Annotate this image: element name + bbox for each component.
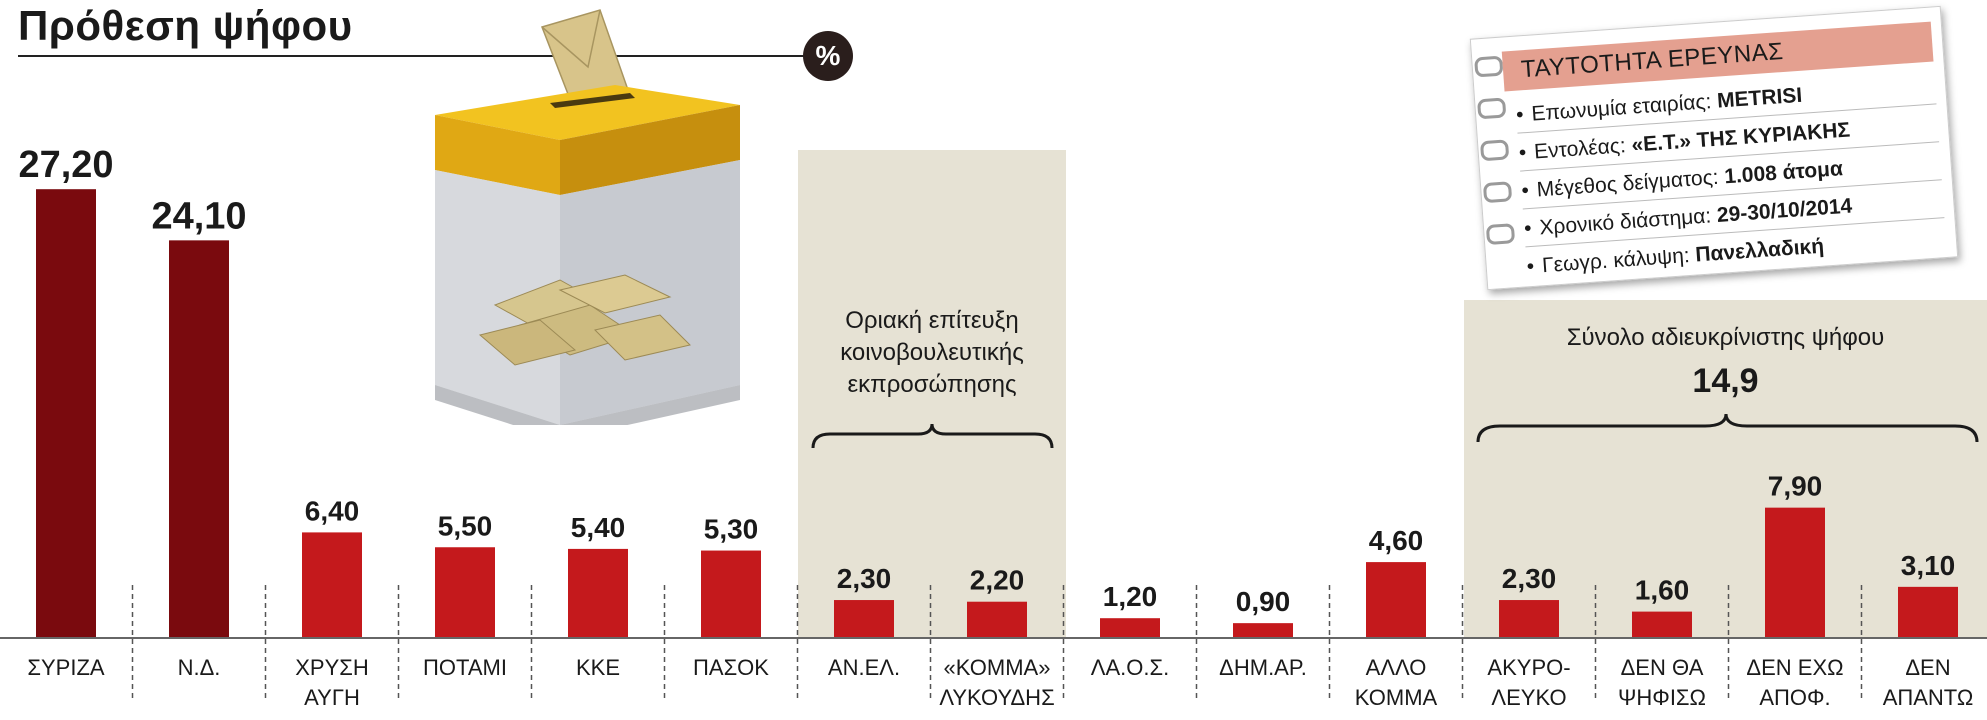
bar [1632,611,1692,638]
threshold-group-background [798,150,1066,638]
info-row-value: METRISI [1716,83,1803,113]
bar-value-label: 6,40 [305,495,360,526]
title-rule [18,55,818,57]
chart-title: Πρόθεση ψήφου [18,2,353,49]
bar [568,548,628,638]
category-label: ΠΑΣΟΚ [693,655,769,680]
category-label: ΛΕΥΚΟ [1491,685,1566,710]
bar [1765,507,1825,638]
bar-value-label: 2,30 [1502,563,1557,594]
bar-value-label: 24,10 [151,195,246,237]
category-label: ΨΗΦΙΣΩ [1618,685,1706,710]
bar [1898,586,1958,638]
bar-value-label: 7,90 [1768,471,1823,502]
threshold-group-label: Οριακή επίτευξη κοινοβουλευτικής εκπροσώ… [798,305,1066,401]
info-row-label: Χρονικό διάστημα: [1538,204,1712,240]
undecided-brace [1476,413,1979,443]
unit-badge: % [803,31,853,81]
bar-value-label: 5,40 [571,512,626,543]
bullet-icon: • [1515,103,1525,127]
bar [169,240,229,638]
threshold-label-line: Οριακή επίτευξη [845,307,1019,334]
bullet-icon: • [1526,254,1535,279]
binder-ring-icon [1477,97,1507,120]
category-label: ΧΡΥΣΗ [295,655,369,680]
category-label: ΔΕΝ [1905,655,1950,680]
binder-ring-icon [1474,55,1504,78]
info-row-value: Πανελλαδική [1694,234,1825,267]
bar-value-label: 4,60 [1369,525,1424,556]
bullet-icon: • [1523,216,1533,241]
category-label: ΑΚΥΡΟ- [1487,655,1570,680]
undecided-group-label: Σύνολο αδιευκρίνιστης ψήφου [1566,324,1885,351]
category-label: ΣΥΡΙΖΑ [27,655,104,680]
bar [36,189,96,638]
category-label: ΚΟΜΜΑ [1355,685,1438,710]
bar-value-label: 0,90 [1236,586,1291,617]
category-label: ΑΝ.ΕΛ. [828,655,900,680]
bar-value-label: 5,30 [704,514,759,545]
category-label: ΔΕΝ ΘΑ [1621,655,1704,680]
threshold-label-line: κοινοβουλευτικής [840,339,1024,366]
ballot-box-illustration [435,9,740,425]
category-label: ΔΕΝ ΕΧΩ [1746,655,1843,680]
bullet-icon: • [1520,179,1530,203]
bar [967,601,1027,638]
category-label: ΑΥΓΗ [304,685,360,710]
bar [1233,623,1293,638]
bullet-icon: • [1518,141,1528,165]
bar [701,550,761,638]
threshold-brace [811,423,1054,449]
category-label: ΑΠΟΦ. [1759,685,1830,710]
bar [302,532,362,638]
survey-info-card: ΤΑΥΤΟΤΗΤΑ ΕΡΕΥΝΑΣ • Επωνυμία εταιρίας: ME… [1469,5,1959,291]
category-label: Ν.Δ. [178,655,221,680]
category-label: ΛΑ.Ο.Σ. [1091,655,1169,680]
envelopes-in-box-icon [478,274,691,366]
info-row-label: Εντολέας: [1533,134,1627,164]
binder-ring-icon [1485,223,1516,246]
info-row-label: Γεωγρ. κάλυψη: [1541,243,1691,278]
binder-ring-icon [1482,181,1513,204]
binder-ring-icon [1479,139,1510,162]
bar [435,547,495,638]
bar [1366,562,1426,638]
bar-value-label: 2,20 [970,565,1025,596]
category-label: ΑΛΛΟ [1366,655,1427,680]
bar [1100,618,1160,638]
bar-value-label: 27,20 [18,144,113,186]
bar-value-label: 2,30 [837,563,892,594]
info-row-value: 29-30/10/2014 [1716,194,1853,227]
bar-value-label: 3,10 [1901,550,1956,581]
category-label: ΠΟΤΑΜΙ [423,655,507,680]
bar-value-label: 5,50 [438,510,493,541]
bar [834,600,894,638]
bar-value-label: 1,60 [1635,575,1690,606]
category-label: ΑΠΑΝΤΩ [1883,685,1974,710]
category-label: ΚΚΕ [576,655,620,680]
undecided-group-background [1464,300,1987,638]
category-label: ΛΥΚΟΥΔΗΣ [939,685,1054,710]
category-label: ΔΗΜ.ΑΡ. [1219,655,1307,680]
undecided-group-total: 14,9 [1692,362,1759,400]
info-row-value: 1.008 άτομα [1723,157,1844,189]
threshold-label-line: εκπροσώπησης [847,371,1017,398]
bar [1499,600,1559,638]
category-label: «ΚΟΜΜΑ» [944,655,1051,680]
bar-value-label: 1,20 [1103,581,1158,612]
